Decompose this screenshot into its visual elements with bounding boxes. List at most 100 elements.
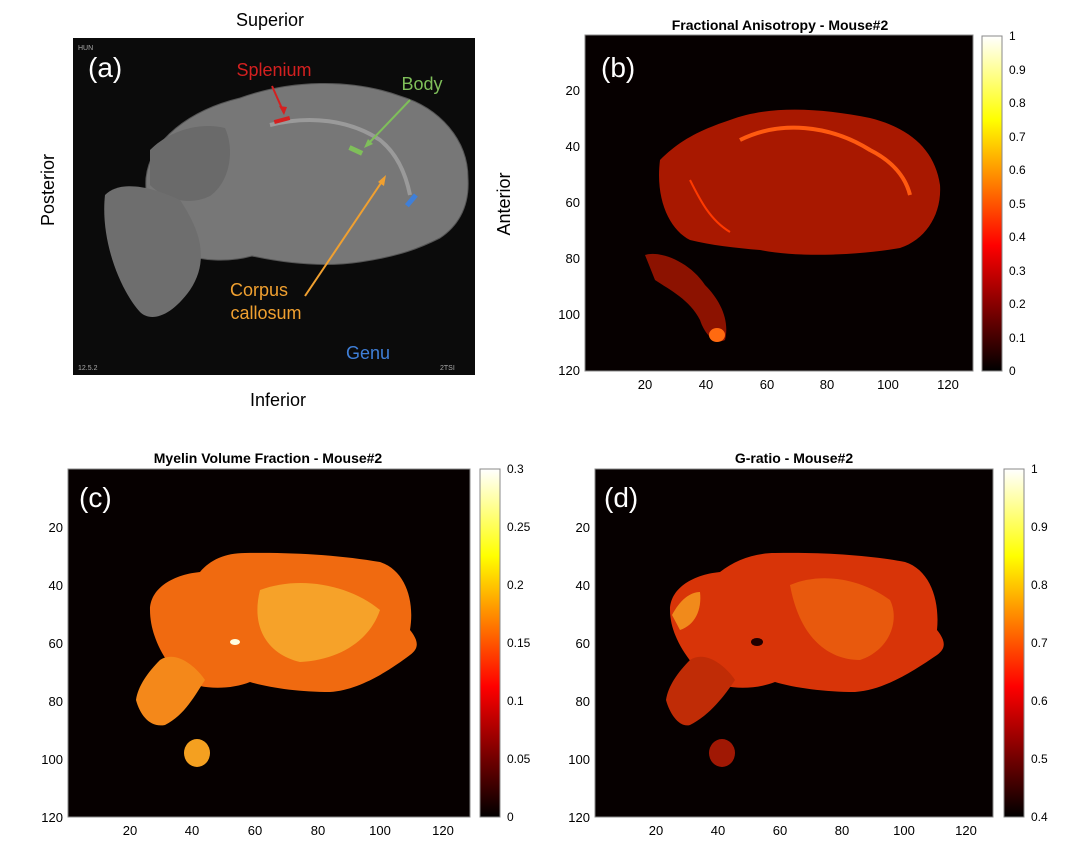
y-axis: 20 40 60 80 100 120 — [558, 83, 580, 378]
brainstem-shape — [104, 186, 201, 317]
panel-d-gratio-map: G-ratio - Mouse#2 20 40 60 80 100 120 20… — [568, 450, 1048, 838]
x-tick-label: 120 — [955, 823, 977, 838]
colorbar-tick-label: 0.5 — [1031, 752, 1048, 766]
colorbar-tick-label: 0.2 — [1009, 297, 1026, 311]
y-tick-label: 40 — [576, 578, 590, 593]
chart-title: Fractional Anisotropy - Mouse#2 — [672, 17, 889, 33]
y-tick-label: 100 — [568, 752, 590, 767]
x-tick-label: 40 — [711, 823, 725, 838]
scanner-overlay-text: HUN — [78, 45, 93, 52]
panel-label: (b) — [601, 52, 635, 83]
mvf-brainstem-region — [136, 656, 205, 726]
x-tick-label: 40 — [699, 377, 713, 392]
colorbar-tick-label: 0.9 — [1009, 63, 1026, 77]
x-tick-label: 40 — [185, 823, 199, 838]
gratio-brain-map — [666, 552, 944, 767]
fa-hotspot — [709, 328, 725, 342]
marker-body — [348, 145, 364, 156]
fa-brainstem-region — [645, 253, 727, 342]
colorbar-tick-label: 0.3 — [507, 462, 524, 476]
x-tick-label: 80 — [820, 377, 834, 392]
colorbar-tick-label: 0.8 — [1031, 578, 1048, 592]
panel-c-mvf-map: Myelin Volume Fraction - Mouse#2 20 40 6… — [41, 450, 530, 838]
x-tick-label: 20 — [649, 823, 663, 838]
colorbar-tick-label: 0.6 — [1031, 694, 1048, 708]
y-axis: 20 40 60 80 100 120 — [568, 520, 590, 825]
y-tick-label: 120 — [558, 363, 580, 378]
y-tick-label: 80 — [576, 694, 590, 709]
colorbar-gradient — [1003, 468, 1025, 818]
scanner-overlay-text: 2TSI — [440, 365, 455, 372]
y-tick-label: 100 — [41, 752, 63, 767]
y-tick-label: 40 — [566, 139, 580, 154]
x-tick-label: 120 — [937, 377, 959, 392]
x-tick-label: 120 — [432, 823, 454, 838]
arrow-body — [367, 99, 411, 145]
annotation-body: Body — [401, 74, 442, 94]
x-tick-label: 80 — [835, 823, 849, 838]
mvf-bright-region — [257, 582, 380, 662]
brain-cerebrum-shape — [145, 82, 469, 265]
x-axis: 20 40 60 80 100 120 — [123, 823, 454, 838]
colorbar-tick-label: 0.1 — [1009, 331, 1026, 345]
y-axis: 20 40 60 80 100 120 — [41, 520, 63, 825]
y-tick-label: 60 — [576, 636, 590, 651]
fa-brain-map — [645, 109, 941, 342]
orientation-anterior: Anterior — [494, 172, 514, 235]
y-tick-label: 20 — [566, 83, 580, 98]
x-tick-label: 60 — [773, 823, 787, 838]
colorbar-tick-label: 1 — [1009, 29, 1016, 43]
x-tick-label: 100 — [369, 823, 391, 838]
mvf-hotspot — [230, 639, 240, 645]
y-tick-label: 80 — [566, 251, 580, 266]
colorbar-tick-label: 0.1 — [507, 694, 524, 708]
y-tick-label: 100 — [558, 307, 580, 322]
panel-label: (c) — [79, 482, 112, 513]
colorbar-tick-label: 0.25 — [507, 520, 531, 534]
corpus-callosum-arc — [269, 118, 412, 196]
chart-title: Myelin Volume Fraction - Mouse#2 — [154, 450, 383, 466]
scanner-overlay-text: 12.5.2 — [78, 365, 98, 372]
y-tick-label: 120 — [41, 810, 63, 825]
colorbar-gradient — [479, 468, 501, 818]
fa-corpus-callosum-highlight — [739, 125, 912, 196]
colorbar-tick-label: 0.7 — [1031, 636, 1048, 650]
arrow-head-body — [364, 139, 373, 148]
orientation-posterior: Posterior — [38, 154, 58, 226]
y-tick-label: 20 — [576, 520, 590, 535]
gratio-anterior-bright — [672, 592, 701, 630]
colorbar-tick-label: 0.3 — [1009, 264, 1026, 278]
arrow-head-corpus-callosum — [378, 175, 386, 186]
colorbar-tick-label: 0 — [1009, 364, 1016, 378]
y-tick-label: 60 — [49, 636, 63, 651]
panel-b-fa-map: Fractional Anisotropy - Mouse#2 20 40 60… — [558, 17, 1026, 392]
orientation-superior: Superior — [236, 10, 304, 30]
panel-a-mri: HUN 12.5.2 2TSI (a) Superior Inferior Po… — [38, 10, 514, 410]
x-tick-label: 60 — [248, 823, 262, 838]
annotation-splenium: Splenium — [236, 60, 311, 80]
gratio-brainstem-region — [666, 656, 735, 726]
colorbar-tick-label: 0.4 — [1031, 810, 1048, 824]
chart-title: G-ratio - Mouse#2 — [735, 450, 853, 466]
x-tick-label: 20 — [638, 377, 652, 392]
colorbar: 0.3 0.25 0.2 0.15 0.1 0.05 0 — [479, 462, 531, 824]
colorbar-tick-label: 0.6 — [1009, 163, 1026, 177]
colorbar: 1 0.9 0.8 0.7 0.6 0.5 0.4 — [1003, 462, 1048, 824]
arrow-corpus-callosum — [304, 179, 384, 297]
colorbar-tick-label: 0.8 — [1009, 96, 1026, 110]
colorbar-tick-label: 0.05 — [507, 752, 531, 766]
annotation-corpus: Corpus — [230, 280, 288, 300]
marker-splenium — [273, 115, 291, 125]
x-axis: 20 40 60 80 100 120 — [638, 377, 959, 392]
gratio-dark-spot — [751, 638, 763, 646]
colorbar-gradient — [981, 35, 1003, 372]
x-axis: 20 40 60 80 100 120 — [649, 823, 977, 838]
panel-label: (d) — [604, 482, 638, 513]
mvf-isolated-region — [184, 739, 210, 767]
annotation-callosum: callosum — [230, 303, 301, 323]
arrow-head-splenium — [279, 106, 287, 115]
y-tick-label: 120 — [568, 810, 590, 825]
annotation-genu: Genu — [346, 343, 390, 363]
mvf-brain-map — [136, 552, 417, 767]
